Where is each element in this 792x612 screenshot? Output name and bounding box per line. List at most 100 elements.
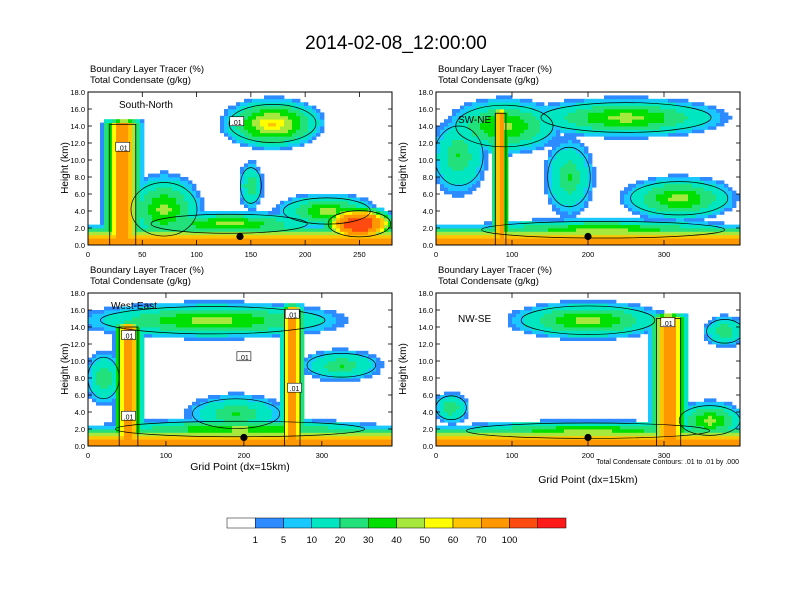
heatmap-cell [516, 115, 521, 120]
heatmap-cell [284, 112, 289, 117]
heatmap-cell [204, 310, 209, 314]
heatmap-cell [172, 228, 177, 232]
heatmap-cell [332, 221, 337, 225]
heatmap-cell [304, 217, 309, 222]
heatmap-cell [548, 119, 553, 123]
heatmap-cell [732, 231, 737, 236]
heatmap-cell [284, 231, 289, 236]
heatmap-cell [100, 183, 105, 188]
heatmap-cell [640, 105, 645, 110]
heatmap-cell [136, 217, 141, 222]
heatmap-cell [680, 126, 685, 130]
heatmap-cell [588, 166, 593, 171]
heatmap-cell [116, 310, 121, 314]
heatmap-cell [632, 238, 637, 242]
plot-frame [87, 91, 393, 246]
heatmap-cell [572, 149, 577, 154]
heatmap-cell [288, 112, 293, 117]
heatmap-cell [492, 234, 497, 239]
heatmap-cell [632, 200, 637, 205]
y-tick-label: 18.0 [418, 88, 433, 97]
heatmap-cell [516, 136, 521, 140]
heatmap-cell [184, 200, 189, 205]
heatmap-cell [312, 207, 317, 212]
heatmap-cell [692, 112, 697, 117]
heatmap-cell [176, 190, 181, 195]
heatmap-cell [204, 217, 209, 222]
heatmap-cell [568, 221, 573, 225]
heatmap-cell [220, 320, 225, 324]
heatmap-cell [300, 126, 305, 130]
heatmap-cell [500, 241, 505, 245]
heatmap-cell [732, 197, 737, 202]
heatmap-cell [688, 204, 693, 208]
heatmap-cell [116, 337, 121, 341]
heatmap-cell [252, 238, 257, 242]
heatmap-cell [648, 217, 653, 222]
heatmap-cell [156, 435, 161, 440]
heatmap-cell [596, 109, 601, 113]
heatmap-cell [640, 115, 645, 120]
heatmap-cell [260, 139, 265, 144]
heatmap-cell [620, 122, 625, 127]
heatmap-cell [136, 197, 141, 202]
heatmap-cell [288, 146, 293, 151]
heatmap-cell [440, 224, 445, 229]
heatmap-cell [440, 132, 445, 137]
heatmap-cell [124, 194, 129, 198]
heatmap-cell [308, 207, 313, 212]
heatmap-cell [536, 146, 541, 151]
heatmap-cell [340, 234, 345, 239]
heatmap-cell [500, 163, 505, 168]
heatmap-cell [540, 231, 545, 236]
heatmap-cell [220, 306, 225, 311]
heatmap-cell [656, 109, 661, 113]
heatmap-cell [308, 217, 313, 222]
heatmap-cell [548, 228, 553, 232]
heatmap-cell [184, 425, 189, 430]
heatmap-cell [356, 214, 361, 219]
heatmap-cell [132, 190, 137, 195]
heatmap-cell [288, 200, 293, 205]
heatmap-cell [148, 320, 153, 324]
heatmap-cell [156, 327, 161, 331]
heatmap-cell [116, 160, 121, 164]
heatmap-cell [284, 228, 289, 232]
heatmap-cell [692, 115, 697, 120]
heatmap-cell [96, 367, 101, 372]
heatmap-cell [720, 190, 725, 195]
heatmap-cell [464, 115, 469, 120]
heatmap-cell [448, 224, 453, 229]
heatmap-cell [248, 122, 253, 127]
heatmap-cell [240, 177, 245, 181]
heatmap-cell [496, 105, 501, 110]
heatmap-cell [212, 214, 217, 219]
heatmap-cell [260, 112, 265, 117]
heatmap-cell [552, 224, 557, 229]
heatmap-cell [308, 129, 313, 134]
heatmap-cell [560, 200, 565, 205]
heatmap-cell [296, 211, 301, 215]
heatmap-cell [108, 378, 113, 382]
heatmap-cell [732, 194, 737, 198]
heatmap-cell [500, 187, 505, 191]
heatmap-cell [212, 221, 217, 225]
heatmap-cell [596, 217, 601, 222]
heatmap-cell [564, 132, 569, 137]
heatmap-cell [184, 435, 189, 440]
heatmap-cell [96, 442, 101, 446]
heatmap-cell [160, 187, 165, 191]
heatmap-cell [312, 217, 317, 222]
heatmap-cell [268, 211, 273, 215]
heatmap-cell [176, 323, 181, 328]
heatmap-cell [704, 238, 709, 242]
heatmap-cell [380, 217, 385, 222]
heatmap-cell [348, 204, 353, 208]
heatmap-cell [132, 132, 137, 137]
heatmap-cell [176, 422, 181, 426]
heatmap-cell [200, 221, 205, 225]
heatmap-cell [120, 183, 125, 188]
heatmap-cell [184, 214, 189, 219]
heatmap-cell [604, 132, 609, 137]
heatmap-cell [468, 238, 473, 242]
